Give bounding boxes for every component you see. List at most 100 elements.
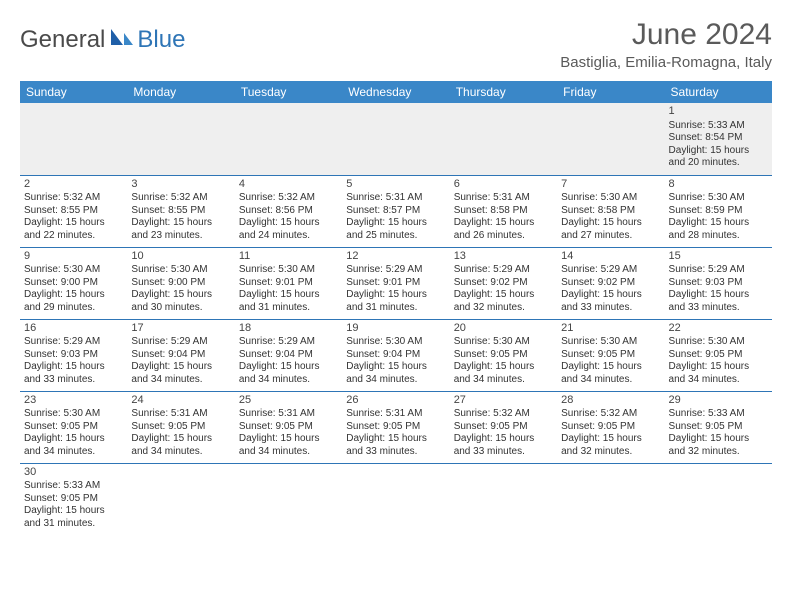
day-number: 16: [24, 322, 123, 336]
sunrise-text: Sunrise: 5:29 AM: [669, 264, 768, 277]
dl2-text: and 33 minutes.: [454, 446, 553, 459]
day-number: 30: [24, 466, 123, 480]
dl2-text: and 26 minutes.: [454, 230, 553, 243]
dl1-text: Daylight: 15 hours: [346, 217, 445, 230]
calendar-cell: 28Sunrise: 5:32 AMSunset: 9:05 PMDayligh…: [557, 391, 664, 463]
calendar-cell: 22Sunrise: 5:30 AMSunset: 9:05 PMDayligh…: [665, 319, 772, 391]
sunrise-text: Sunrise: 5:31 AM: [346, 408, 445, 421]
sunrise-text: Sunrise: 5:32 AM: [131, 192, 230, 205]
sunset-text: Sunset: 9:05 PM: [131, 421, 230, 434]
day-number: 17: [131, 322, 230, 336]
calendar-cell: 25Sunrise: 5:31 AMSunset: 9:05 PMDayligh…: [235, 391, 342, 463]
calendar-cell: [557, 103, 664, 175]
day-number: 11: [239, 250, 338, 264]
day-number: 8: [669, 178, 768, 192]
calendar-cell: 3Sunrise: 5:32 AMSunset: 8:55 PMDaylight…: [127, 175, 234, 247]
dl2-text: and 32 minutes.: [454, 302, 553, 315]
calendar-cell: 26Sunrise: 5:31 AMSunset: 9:05 PMDayligh…: [342, 391, 449, 463]
calendar-cell: 20Sunrise: 5:30 AMSunset: 9:05 PMDayligh…: [450, 319, 557, 391]
calendar-cell: 8Sunrise: 5:30 AMSunset: 8:59 PMDaylight…: [665, 175, 772, 247]
dl2-text: and 24 minutes.: [239, 230, 338, 243]
sunset-text: Sunset: 9:05 PM: [669, 349, 768, 362]
calendar-cell: 30Sunrise: 5:33 AMSunset: 9:05 PMDayligh…: [20, 463, 127, 535]
calendar-cell: 15Sunrise: 5:29 AMSunset: 9:03 PMDayligh…: [665, 247, 772, 319]
sunset-text: Sunset: 8:55 PM: [131, 205, 230, 218]
day-number: 2: [24, 178, 123, 192]
sunrise-text: Sunrise: 5:30 AM: [24, 264, 123, 277]
calendar-cell: 13Sunrise: 5:29 AMSunset: 9:02 PMDayligh…: [450, 247, 557, 319]
dl1-text: Daylight: 15 hours: [131, 289, 230, 302]
dl1-text: Daylight: 15 hours: [669, 217, 768, 230]
calendar-week-row: 1Sunrise: 5:33 AMSunset: 8:54 PMDaylight…: [20, 103, 772, 175]
day-number: 13: [454, 250, 553, 264]
day-header: Friday: [557, 81, 664, 103]
day-number: 27: [454, 394, 553, 408]
day-header: Sunday: [20, 81, 127, 103]
calendar-cell: 21Sunrise: 5:30 AMSunset: 9:05 PMDayligh…: [557, 319, 664, 391]
calendar-cell: [235, 463, 342, 535]
sunset-text: Sunset: 9:05 PM: [561, 421, 660, 434]
sunset-text: Sunset: 9:01 PM: [239, 277, 338, 290]
sunrise-text: Sunrise: 5:30 AM: [454, 336, 553, 349]
sunrise-text: Sunrise: 5:30 AM: [669, 192, 768, 205]
sunset-text: Sunset: 9:05 PM: [346, 421, 445, 434]
calendar-cell: [665, 463, 772, 535]
dl2-text: and 32 minutes.: [669, 446, 768, 459]
dl1-text: Daylight: 15 hours: [669, 433, 768, 446]
dl1-text: Daylight: 15 hours: [24, 505, 123, 518]
sunrise-text: Sunrise: 5:33 AM: [669, 120, 768, 133]
sunrise-text: Sunrise: 5:29 AM: [346, 264, 445, 277]
calendar-cell: 10Sunrise: 5:30 AMSunset: 9:00 PMDayligh…: [127, 247, 234, 319]
dl1-text: Daylight: 15 hours: [454, 361, 553, 374]
dl1-text: Daylight: 15 hours: [454, 289, 553, 302]
sunset-text: Sunset: 9:05 PM: [454, 421, 553, 434]
calendar-week-row: 30Sunrise: 5:33 AMSunset: 9:05 PMDayligh…: [20, 463, 772, 535]
sunset-text: Sunset: 9:05 PM: [561, 349, 660, 362]
calendar-table: Sunday Monday Tuesday Wednesday Thursday…: [20, 81, 772, 535]
dl2-text: and 29 minutes.: [24, 302, 123, 315]
dl1-text: Daylight: 15 hours: [669, 289, 768, 302]
sunrise-text: Sunrise: 5:29 AM: [24, 336, 123, 349]
day-number: 20: [454, 322, 553, 336]
day-number: 10: [131, 250, 230, 264]
sunset-text: Sunset: 8:54 PM: [669, 132, 768, 145]
sunset-text: Sunset: 9:04 PM: [239, 349, 338, 362]
sunrise-text: Sunrise: 5:30 AM: [346, 336, 445, 349]
day-number: 1: [669, 105, 768, 119]
calendar-cell: 29Sunrise: 5:33 AMSunset: 9:05 PMDayligh…: [665, 391, 772, 463]
calendar-cell: [557, 463, 664, 535]
dl1-text: Daylight: 15 hours: [346, 289, 445, 302]
logo-sail-icon: [109, 26, 135, 54]
calendar-cell: [127, 463, 234, 535]
calendar-cell: 17Sunrise: 5:29 AMSunset: 9:04 PMDayligh…: [127, 319, 234, 391]
day-number: 15: [669, 250, 768, 264]
calendar-week-row: 9Sunrise: 5:30 AMSunset: 9:00 PMDaylight…: [20, 247, 772, 319]
calendar-cell: 4Sunrise: 5:32 AMSunset: 8:56 PMDaylight…: [235, 175, 342, 247]
calendar-cell: 16Sunrise: 5:29 AMSunset: 9:03 PMDayligh…: [20, 319, 127, 391]
dl1-text: Daylight: 15 hours: [239, 289, 338, 302]
calendar-cell: 12Sunrise: 5:29 AMSunset: 9:01 PMDayligh…: [342, 247, 449, 319]
sunrise-text: Sunrise: 5:32 AM: [239, 192, 338, 205]
header: General Blue June 2024 Bastiglia, Emilia…: [20, 18, 772, 71]
sunrise-text: Sunrise: 5:31 AM: [239, 408, 338, 421]
dl1-text: Daylight: 15 hours: [24, 433, 123, 446]
calendar-cell: [235, 103, 342, 175]
sunrise-text: Sunrise: 5:30 AM: [561, 336, 660, 349]
sunrise-text: Sunrise: 5:29 AM: [239, 336, 338, 349]
dl1-text: Daylight: 15 hours: [561, 217, 660, 230]
dl2-text: and 22 minutes.: [24, 230, 123, 243]
sunset-text: Sunset: 8:58 PM: [561, 205, 660, 218]
day-header: Wednesday: [342, 81, 449, 103]
sunset-text: Sunset: 9:00 PM: [24, 277, 123, 290]
sunset-text: Sunset: 9:03 PM: [669, 277, 768, 290]
calendar-week-row: 23Sunrise: 5:30 AMSunset: 9:05 PMDayligh…: [20, 391, 772, 463]
calendar-cell: 23Sunrise: 5:30 AMSunset: 9:05 PMDayligh…: [20, 391, 127, 463]
dl1-text: Daylight: 15 hours: [239, 217, 338, 230]
calendar-cell: 27Sunrise: 5:32 AMSunset: 9:05 PMDayligh…: [450, 391, 557, 463]
sunrise-text: Sunrise: 5:29 AM: [131, 336, 230, 349]
dl2-text: and 34 minutes.: [454, 374, 553, 387]
dl1-text: Daylight: 15 hours: [561, 361, 660, 374]
day-number: 3: [131, 178, 230, 192]
dl2-text: and 31 minutes.: [24, 518, 123, 531]
dl1-text: Daylight: 15 hours: [561, 289, 660, 302]
